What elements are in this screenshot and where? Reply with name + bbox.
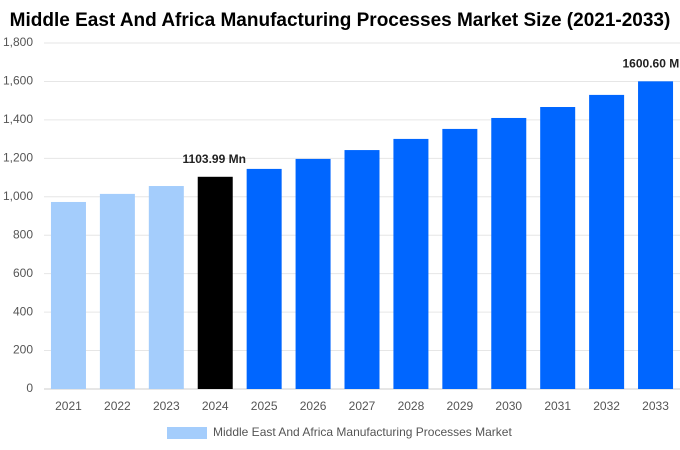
bar <box>50 201 86 389</box>
bar <box>442 128 478 389</box>
x-tick-label: 2028 <box>398 399 425 413</box>
y-tick-label: 200 <box>13 343 33 357</box>
y-tick-label: 1,400 <box>3 112 33 126</box>
bar <box>344 150 380 389</box>
y-tick-label: 1,600 <box>3 74 33 88</box>
y-tick-label: 400 <box>13 304 33 318</box>
bar <box>638 81 674 390</box>
x-tick-label: 2026 <box>300 399 327 413</box>
y-tick-label: 1,000 <box>3 189 33 203</box>
bar <box>246 168 282 389</box>
x-tick-label: 2025 <box>251 399 278 413</box>
bar <box>589 94 625 390</box>
legend-label: Middle East And Africa Manufacturing Pro… <box>213 425 512 439</box>
chart-title: Middle East And Africa Manufacturing Pro… <box>10 10 671 31</box>
x-tick-label: 2033 <box>642 399 669 413</box>
x-tick-label: 2031 <box>544 399 571 413</box>
bar <box>295 158 331 389</box>
bar <box>148 186 184 389</box>
bar <box>491 117 527 389</box>
x-tick-label: 2027 <box>349 399 376 413</box>
value-label: 1600.60 Mn <box>623 57 680 71</box>
bar <box>393 138 429 389</box>
x-tick-label: 2023 <box>153 399 180 413</box>
bar <box>197 176 233 389</box>
y-tick-label: 1,200 <box>3 151 33 165</box>
y-tick-label: 600 <box>13 266 33 280</box>
x-tick-label: 2022 <box>104 399 131 413</box>
bar <box>540 107 576 389</box>
y-tick-label: 1,800 <box>3 35 33 49</box>
x-tick-label: 2030 <box>495 399 522 413</box>
x-tick-label: 2032 <box>593 399 620 413</box>
x-tick-label: 2021 <box>55 399 82 413</box>
legend-swatch <box>167 427 207 439</box>
y-tick-label: 800 <box>13 227 33 241</box>
bar <box>99 193 135 389</box>
x-tick-label: 2029 <box>446 399 473 413</box>
value-label: 1103.99 Mn <box>183 152 246 166</box>
y-tick-label: 0 <box>26 381 33 395</box>
x-tick-label: 2024 <box>202 399 229 413</box>
